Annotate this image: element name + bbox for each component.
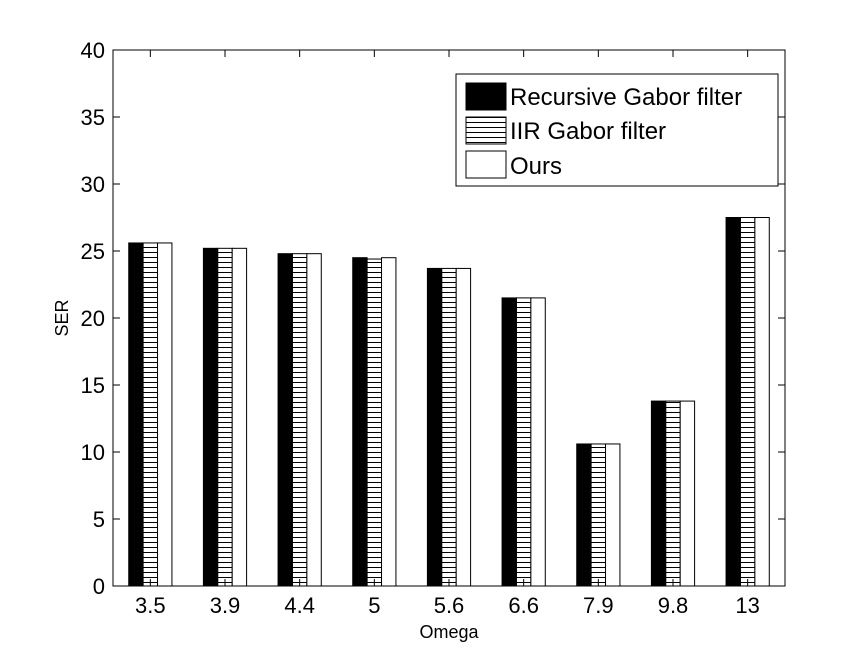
- y-tick-label-25: 25: [81, 239, 105, 264]
- y-tick-label-20: 20: [81, 306, 105, 331]
- y-tick-label-10: 10: [81, 440, 105, 465]
- bar-ours-9-8: [679, 400, 696, 587]
- bar-iir-gabor-filter-13: [739, 217, 756, 587]
- x-tick-label-5: 5: [368, 593, 380, 618]
- bar-recursive-gabor-filter-9-8: [650, 400, 667, 587]
- bar-recursive-gabor-filter-5: [352, 257, 368, 587]
- x-axis: 3.5 3.9 4.4 5 5.6 6.6 7.9 9.8 13: [135, 50, 760, 618]
- bar-recursive-gabor-filter-6-6: [501, 297, 517, 587]
- legend: Recursive Gabor filter IIR Gabor filter …: [455, 73, 779, 187]
- y-tick-label-40: 40: [81, 38, 105, 63]
- x-tick-label-3-5: 3.5: [135, 593, 166, 618]
- bars-group: [128, 217, 770, 587]
- legend-swatch-iir-gabor: [465, 116, 507, 145]
- y-tick-label-15: 15: [81, 373, 105, 398]
- bar-ours-5-6: [455, 267, 472, 587]
- bar-recursive-gabor-filter-5-6: [426, 267, 443, 587]
- bar-recursive-gabor-filter-13: [725, 217, 741, 587]
- bar-recursive-gabor-filter-3-9: [202, 247, 219, 587]
- bar-ours-6-6: [530, 297, 546, 587]
- bar-iir-gabor-filter-4-4: [291, 253, 308, 587]
- bar-ours-7-9: [605, 443, 621, 587]
- bar-iir-gabor-filter-3-5: [142, 242, 159, 587]
- x-tick-label-13: 13: [735, 593, 759, 618]
- legend-box: [455, 73, 779, 187]
- bar-recursive-gabor-filter-3-5: [128, 242, 144, 587]
- bar-ours-3-9: [231, 247, 248, 587]
- bar-iir-gabor-filter-5: [366, 258, 383, 587]
- bar-iir-gabor-filter-9-8: [665, 400, 681, 587]
- x-axis-label: Omega: [419, 622, 479, 642]
- legend-label-recursive-gabor: Recursive Gabor filter: [510, 84, 742, 111]
- legend-label-iir-gabor: IIR Gabor filter: [510, 118, 666, 145]
- x-tick-label-7-9: 7.9: [583, 593, 614, 618]
- x-tick-label-4-4: 4.4: [284, 593, 315, 618]
- y-tick-label-0: 0: [93, 574, 105, 599]
- legend-swatch-ours: [465, 150, 507, 179]
- y-axis: 0 5 10 15 20 25 30 35 40: [81, 38, 785, 599]
- bar-iir-gabor-filter-3-9: [217, 247, 233, 587]
- y-tick-label-5: 5: [93, 507, 105, 532]
- bar-iir-gabor-filter-7-9: [590, 443, 607, 587]
- bar-ours-13: [754, 217, 770, 587]
- bar-recursive-gabor-filter-7-9: [576, 443, 592, 587]
- bar-ours-5: [381, 257, 397, 587]
- x-tick-label-3-9: 3.9: [210, 593, 241, 618]
- y-tick-label-30: 30: [81, 172, 105, 197]
- x-tick-label-9-8: 9.8: [658, 593, 689, 618]
- x-tick-label-6-6: 6.6: [508, 593, 539, 618]
- bar-iir-gabor-filter-5-6: [441, 267, 457, 587]
- bar-ours-4-4: [306, 253, 322, 587]
- bar-iir-gabor-filter-6-6: [515, 297, 532, 587]
- y-tick-label-35: 35: [81, 105, 105, 130]
- legend-swatch-recursive-gabor: [465, 82, 507, 111]
- y-axis-label: SER: [52, 299, 72, 336]
- legend-label-ours: Ours: [510, 153, 562, 180]
- bar-ours-3-5: [157, 242, 173, 587]
- x-tick-label-5-6: 5.6: [434, 593, 465, 618]
- bar-recursive-gabor-filter-4-4: [277, 253, 293, 587]
